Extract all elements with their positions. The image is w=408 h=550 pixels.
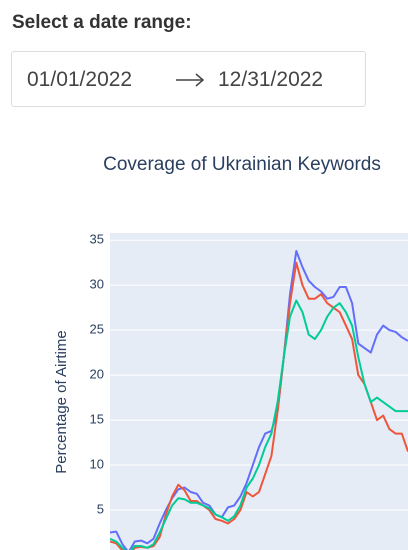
line-series xyxy=(110,250,408,550)
y-axis-label: Percentage of Airtime xyxy=(53,330,70,473)
chart-title: Coverage of Ukrainian Keywords xyxy=(103,154,381,175)
line-series xyxy=(110,299,408,550)
y-tick-label: 10 xyxy=(90,456,104,471)
y-tick-label: 5 xyxy=(97,501,104,516)
plot-lines xyxy=(110,250,408,550)
y-tick-label: 25 xyxy=(90,322,104,337)
arrow-icon xyxy=(176,73,205,87)
date-range-picker[interactable]: 01/01/2022 12/31/2022 xyxy=(11,51,366,107)
line-series xyxy=(110,261,408,550)
y-tick-label: 15 xyxy=(90,412,104,427)
end-date[interactable]: 12/31/2022 xyxy=(218,68,324,91)
chart: Coverage of Ukrainian Keywords Percentag… xyxy=(53,154,408,550)
date-range-label: Select a date range: xyxy=(12,12,192,33)
y-tick-label: 30 xyxy=(90,277,104,292)
start-date[interactable]: 01/01/2022 xyxy=(27,68,133,91)
y-tick-label: 20 xyxy=(90,367,104,382)
plot-background xyxy=(110,233,408,550)
y-tick-label: 35 xyxy=(90,232,104,247)
